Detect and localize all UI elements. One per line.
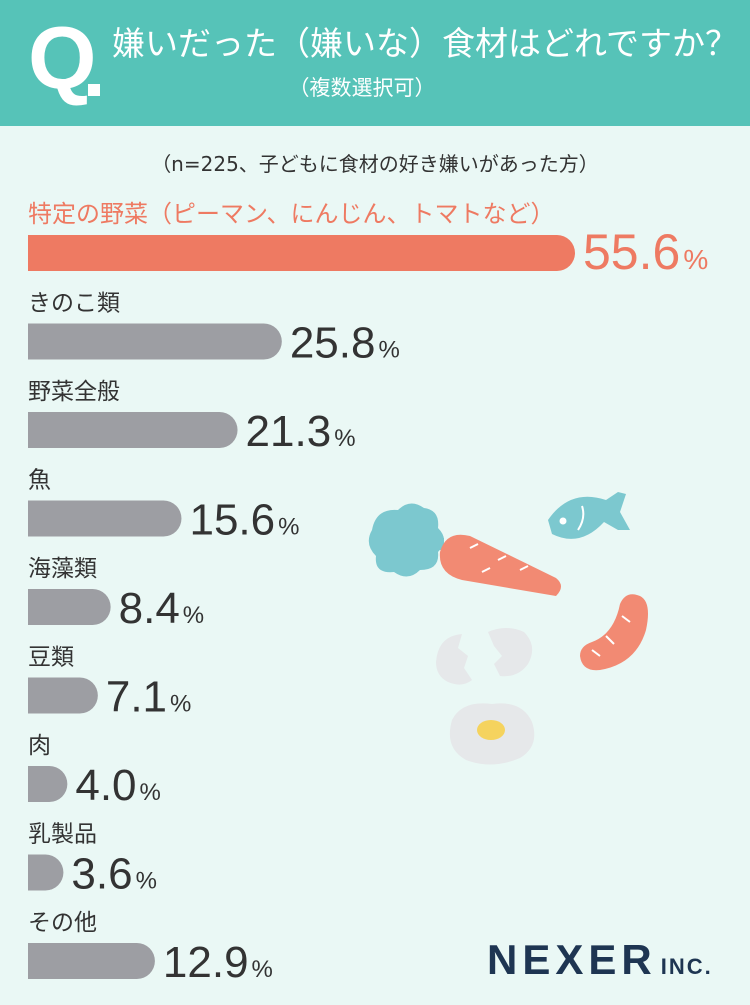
unit-label: %: [278, 514, 299, 541]
value-label: 4.0%: [75, 761, 161, 810]
bar: [28, 235, 575, 271]
page-title: 嫌いだった（嫌いな）食材はどれですか？: [112, 24, 739, 63]
egg-shell-icon: [436, 628, 533, 685]
value-label: 21.3%: [246, 407, 356, 456]
bar: [28, 677, 98, 714]
bar: [28, 854, 64, 891]
unit-label: %: [136, 868, 157, 895]
unit-label: %: [140, 779, 161, 806]
bar: [28, 766, 68, 802]
value-label: 7.1%: [106, 673, 192, 722]
q-mark: Q: [28, 8, 97, 107]
logo-suffix: INC.: [660, 954, 713, 979]
header-band: Q 嫌いだった（嫌いな）食材はどれですか？ （複数選択可）: [0, 0, 750, 126]
fish-icon: [548, 492, 630, 539]
unit-label: %: [378, 337, 399, 364]
unit-label: %: [334, 425, 355, 452]
value-label: 12.9%: [163, 938, 273, 987]
category-label: 乳製品: [28, 822, 97, 848]
sample-note: （n=225、子どもに食材の好き嫌いがあった方）: [151, 152, 599, 176]
broccoli-icon: [368, 503, 444, 577]
bar: [28, 500, 182, 537]
value-label: 15.6%: [189, 496, 299, 545]
sausage-icon: [580, 594, 648, 671]
bar: [28, 412, 238, 448]
unit-label: %: [183, 602, 204, 629]
unit-label: %: [170, 691, 191, 718]
category-label: 豆類: [28, 645, 74, 671]
bar: [28, 323, 282, 360]
unit-label: %: [252, 956, 273, 983]
carrot-icon: [439, 534, 561, 596]
nexer-logo: NEXER INC.: [487, 936, 713, 984]
value-label: 3.6%: [71, 850, 157, 899]
unit-label: %: [683, 244, 708, 275]
bar: [28, 589, 111, 625]
category-label: 魚: [28, 468, 51, 494]
value-label: 8.4%: [119, 584, 205, 633]
value-label: 55.6%: [583, 224, 708, 280]
page-subtitle: （複数選択可）: [288, 76, 436, 100]
q-dot: [88, 84, 100, 96]
logo-name: NEXER: [487, 936, 657, 983]
bar: [28, 943, 155, 979]
category-label: きのこ類: [28, 291, 120, 317]
value-label: 25.8%: [290, 319, 400, 368]
category-label: 肉: [28, 733, 51, 759]
category-label: 海藻類: [28, 556, 97, 582]
fried-egg-icon: [449, 703, 535, 765]
category-label: その他: [28, 910, 97, 936]
category-label: 特定の野菜（ピーマン、にんじん、トマトなど）: [28, 200, 555, 228]
category-label: 野菜全般: [28, 379, 120, 405]
